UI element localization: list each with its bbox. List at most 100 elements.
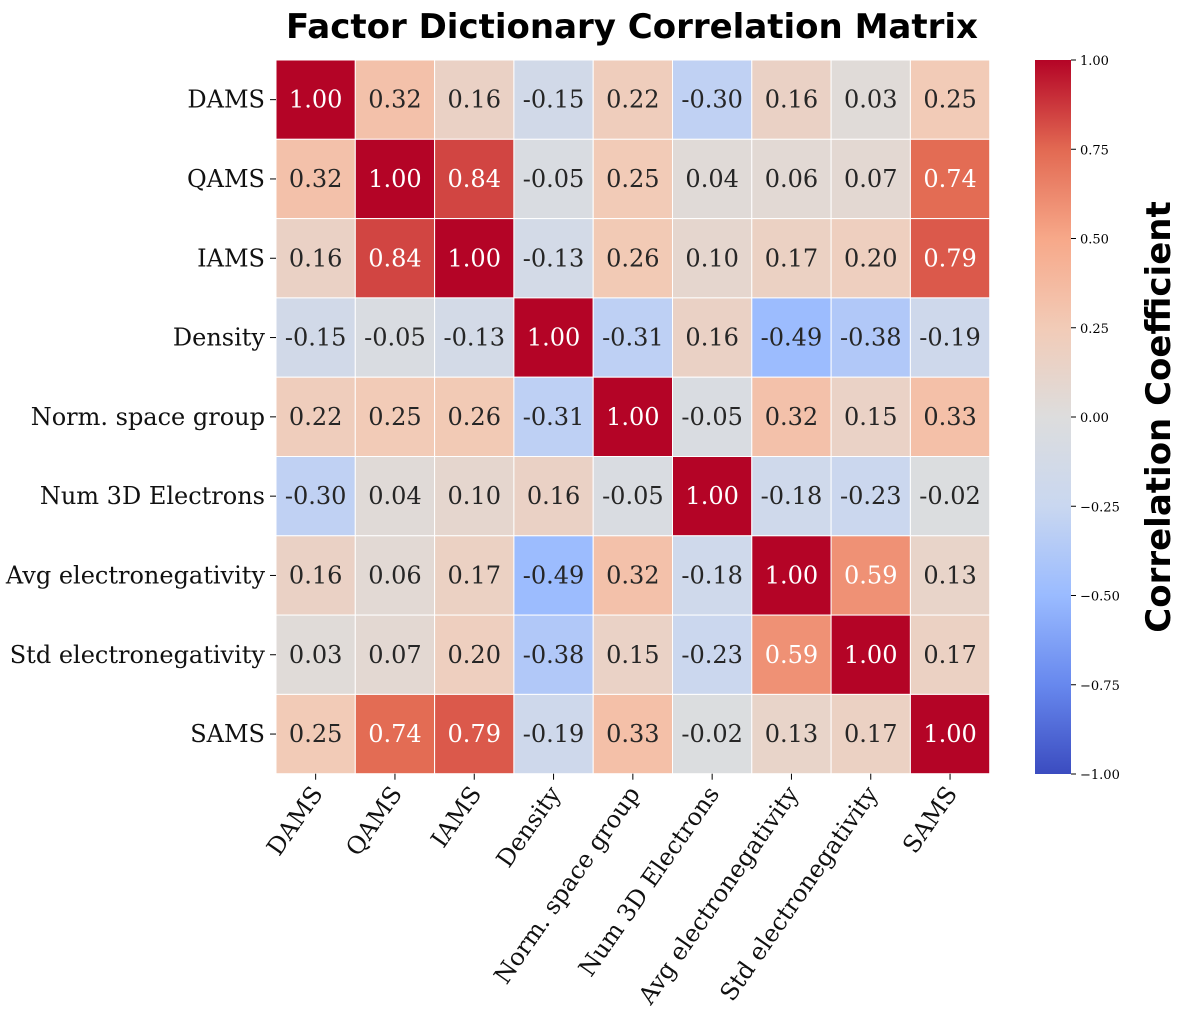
heatmap-cell [354, 376, 436, 458]
heatmap-cell [434, 376, 515, 458]
heatmap-cell [672, 693, 753, 775]
heatmap-cell-value: 1.00 [448, 244, 501, 272]
heatmap-cell-value: 0.16 [527, 482, 580, 510]
heatmap-cell [909, 456, 991, 537]
heatmap-cell-value: -0.23 [840, 482, 902, 510]
heatmap-cell [513, 297, 594, 378]
heatmap-cell-value: -0.30 [681, 86, 743, 114]
heatmap-cell [275, 376, 356, 458]
colorbar-tick-label: 0.00 [1080, 411, 1109, 426]
heatmap-cell-value: 0.79 [923, 244, 976, 272]
heatmap-cell [751, 535, 832, 616]
heatmap-cell [434, 59, 515, 140]
row-tick-label: QAMS [187, 165, 265, 193]
heatmap-cells [275, 59, 991, 775]
heatmap-cell-value: 0.06 [765, 165, 818, 193]
heatmap-cell-value: -0.38 [840, 324, 902, 352]
heatmap-cell-value: 0.16 [685, 324, 738, 352]
heatmap-cell-value: 0.17 [923, 641, 976, 669]
heatmap-cell-value: 0.74 [923, 165, 976, 193]
colorbar-title: Correlation Coefficient [1139, 201, 1179, 632]
heatmap-cell [513, 218, 594, 299]
column-tick-label: DAMS [261, 781, 328, 861]
heatmap-cell-value: -0.49 [523, 561, 585, 589]
heatmap-cell-value: 0.04 [368, 482, 421, 510]
heatmap-cell-value: 0.10 [685, 244, 738, 272]
heatmap-cell [751, 138, 832, 220]
heatmap-cell-value: 0.25 [368, 403, 421, 431]
heatmap-cell [592, 535, 674, 616]
heatmap-cell [354, 535, 436, 616]
row-tick-label: SAMS [190, 720, 265, 748]
heatmap-cell-value: 0.04 [685, 165, 738, 193]
heatmap-cell-value: 0.17 [448, 561, 501, 589]
heatmap-cell [275, 218, 356, 299]
heatmap-cell [513, 456, 594, 537]
heatmap-cell-value: -0.19 [523, 720, 585, 748]
heatmap-cell [513, 59, 594, 140]
row-tick-label: Avg electronegativity [5, 561, 266, 589]
heatmap-cell-value: 1.00 [368, 165, 421, 193]
heatmap-cell-value: -0.05 [364, 324, 426, 352]
heatmap-cell [513, 376, 594, 458]
heatmap-cell-value: 0.16 [765, 86, 818, 114]
heatmap-cell-value: -0.15 [285, 324, 347, 352]
column-tick-label: Std electronegativity [714, 781, 884, 1007]
row-tick-label: Density [173, 324, 266, 352]
colorbar-tick-label: −0.50 [1080, 590, 1120, 605]
column-tick-label: QAMS [340, 781, 408, 861]
heatmap-cell [592, 614, 674, 695]
heatmap-cell-value: 0.32 [765, 403, 818, 431]
row-tick-label: DAMS [187, 86, 265, 114]
heatmap-cell-value: 0.33 [923, 403, 976, 431]
colorbar [1035, 60, 1071, 774]
heatmap-cell [751, 376, 832, 458]
heatmap-cell [275, 59, 356, 140]
heatmap-cell-value: 0.15 [844, 403, 897, 431]
heatmap-cell-value: 0.59 [844, 561, 897, 589]
heatmap-cell [354, 59, 436, 140]
heatmap-cell [672, 59, 753, 140]
heatmap-cell-value: 0.20 [844, 244, 897, 272]
heatmap-cell-value: -0.23 [681, 641, 743, 669]
column-tick-label: SAMS [897, 781, 963, 858]
heatmap-cell-value: 0.25 [923, 86, 976, 114]
heatmap-cell-value: 0.25 [606, 165, 659, 193]
heatmap-cell [909, 297, 991, 378]
heatmap-cell [909, 693, 991, 775]
row-axis: DAMS QAMS IAMS Density Norm. space group Num … [5, 86, 276, 748]
heatmap-cell [909, 614, 991, 695]
heatmap-cell-value: 0.15 [606, 641, 659, 669]
heatmap-cell-value: 0.06 [368, 561, 421, 589]
column-tick-label: Num 3D Electrons [573, 781, 725, 982]
column-tick-label: IAMS [425, 781, 487, 853]
heatmap-cell-value: 0.20 [448, 641, 501, 669]
row-tick-label: Std electronegativity [10, 641, 266, 669]
heatmap-cell [751, 614, 832, 695]
heatmap-cell-value: 0.17 [765, 244, 818, 272]
heatmap-cell-value: -0.13 [443, 324, 505, 352]
heatmap-cell-value: -0.30 [285, 482, 347, 510]
heatmap-cell [275, 614, 356, 695]
heatmap-cell-value: -0.02 [919, 482, 981, 510]
heatmap-cell [672, 614, 753, 695]
heatmap-cell-value: 1.00 [289, 86, 342, 114]
heatmap-cell-value: -0.18 [681, 561, 743, 589]
colorbar-ticks: −1.00 −0.75 −0.50 −0.25 0.00 0.25 0.50 0.75 1.00 [1071, 54, 1120, 783]
heatmap-cell [751, 218, 832, 299]
colorbar-gradient [1035, 60, 1071, 774]
heatmap-cell-value: 0.33 [606, 720, 659, 748]
heatmap-cell [275, 456, 356, 537]
colorbar-tick-label: −1.00 [1080, 768, 1120, 783]
heatmap-cell [354, 218, 436, 299]
heatmap-cell-labels: 1.00 0.32 0.16 -0.15 0.22 -0.30 0.16 0.03 0.25 0.… [285, 86, 981, 748]
heatmap-cell-value: 0.13 [765, 720, 818, 748]
heatmap-cell-value: -0.31 [523, 403, 585, 431]
heatmap-cell-value: 1.00 [685, 482, 738, 510]
heatmap-cell [592, 59, 674, 140]
heatmap-cell-value: 0.10 [448, 482, 501, 510]
heatmap-cell-value: 0.17 [844, 720, 897, 748]
chart-title: Factor Dictionary Correlation Matrix [286, 7, 978, 47]
heatmap-cell [830, 297, 911, 378]
